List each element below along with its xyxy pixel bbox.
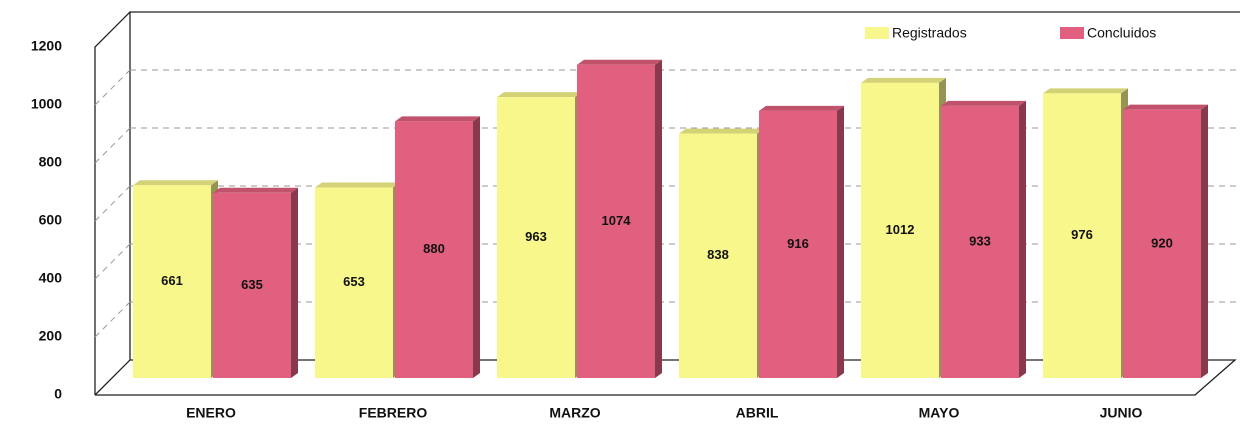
legend-label: Registrados: [892, 25, 967, 41]
x-tick-label: MAYO: [919, 405, 960, 421]
bar-front: [133, 185, 211, 378]
value-label: 916: [787, 236, 809, 251]
bar-side: [1019, 100, 1026, 378]
bar-side: [1201, 104, 1208, 379]
bar-front: [315, 187, 393, 378]
bar: [395, 116, 480, 378]
bar-front: [213, 192, 291, 378]
bar-front: [941, 105, 1019, 378]
bar: [315, 182, 400, 378]
value-label: 880: [423, 241, 445, 256]
bar-front: [1123, 109, 1201, 379]
bar-front: [861, 82, 939, 378]
bar-front: [679, 133, 757, 378]
value-label: 661: [161, 273, 183, 288]
x-tick-label: ABRIL: [736, 405, 779, 421]
bar-front: [1043, 93, 1121, 378]
grid-line: [94, 301, 131, 338]
bar: [133, 180, 218, 378]
bar-front: [395, 121, 473, 378]
bar: [861, 77, 946, 378]
value-label: 653: [343, 274, 365, 289]
x-tick-label: JUNIO: [1100, 405, 1143, 421]
bar-top: [133, 180, 218, 186]
grid-line: [94, 185, 131, 222]
value-label: 1074: [602, 213, 632, 228]
bar-top: [1043, 88, 1128, 94]
y-tick-label: 1200: [31, 38, 62, 54]
x-tick-label: MARZO: [549, 405, 600, 421]
bar-top: [213, 187, 298, 193]
bar-side: [291, 187, 298, 378]
grid-line: [94, 69, 131, 106]
bar: [759, 105, 844, 378]
bar-front: [577, 64, 655, 378]
bar: [1123, 104, 1208, 379]
bar-top: [759, 105, 844, 111]
legend-swatch: [1060, 27, 1084, 39]
grid-line: [94, 127, 131, 164]
bar-front: [759, 110, 837, 378]
bar-side: [655, 59, 662, 378]
bar-top: [861, 77, 946, 83]
legend-swatch: [865, 27, 889, 39]
bar-top: [941, 100, 1026, 106]
bar-front: [497, 97, 575, 378]
x-tick-label: FEBRERO: [359, 405, 428, 421]
value-label: 920: [1151, 235, 1173, 250]
bar-top: [395, 116, 480, 122]
grid-line: [94, 243, 131, 280]
y-tick-label: 600: [39, 212, 63, 228]
bar: [941, 100, 1026, 378]
value-label: 976: [1071, 227, 1093, 242]
bar: [577, 59, 662, 378]
y-tick-label: 400: [39, 270, 63, 286]
bar: [213, 187, 298, 378]
bar-top: [315, 182, 400, 188]
y-tick-label: 200: [39, 328, 63, 344]
value-label: 1012: [886, 222, 915, 237]
y-tick-label: 0: [54, 386, 62, 402]
legend-label: Concluidos: [1087, 25, 1156, 41]
y-tick-label: 800: [39, 154, 63, 170]
bar-top: [679, 128, 764, 134]
y-tick-label: 1000: [31, 96, 62, 112]
bar-side: [837, 105, 844, 378]
x-tick-label: ENERO: [186, 405, 236, 421]
value-label: 933: [969, 233, 991, 248]
bar-side: [473, 116, 480, 378]
value-label: 838: [707, 247, 729, 262]
bar-top: [1123, 104, 1208, 110]
bar-top: [497, 92, 582, 98]
value-label: 635: [241, 277, 263, 292]
value-label: 963: [525, 229, 547, 244]
bar-top: [577, 59, 662, 65]
